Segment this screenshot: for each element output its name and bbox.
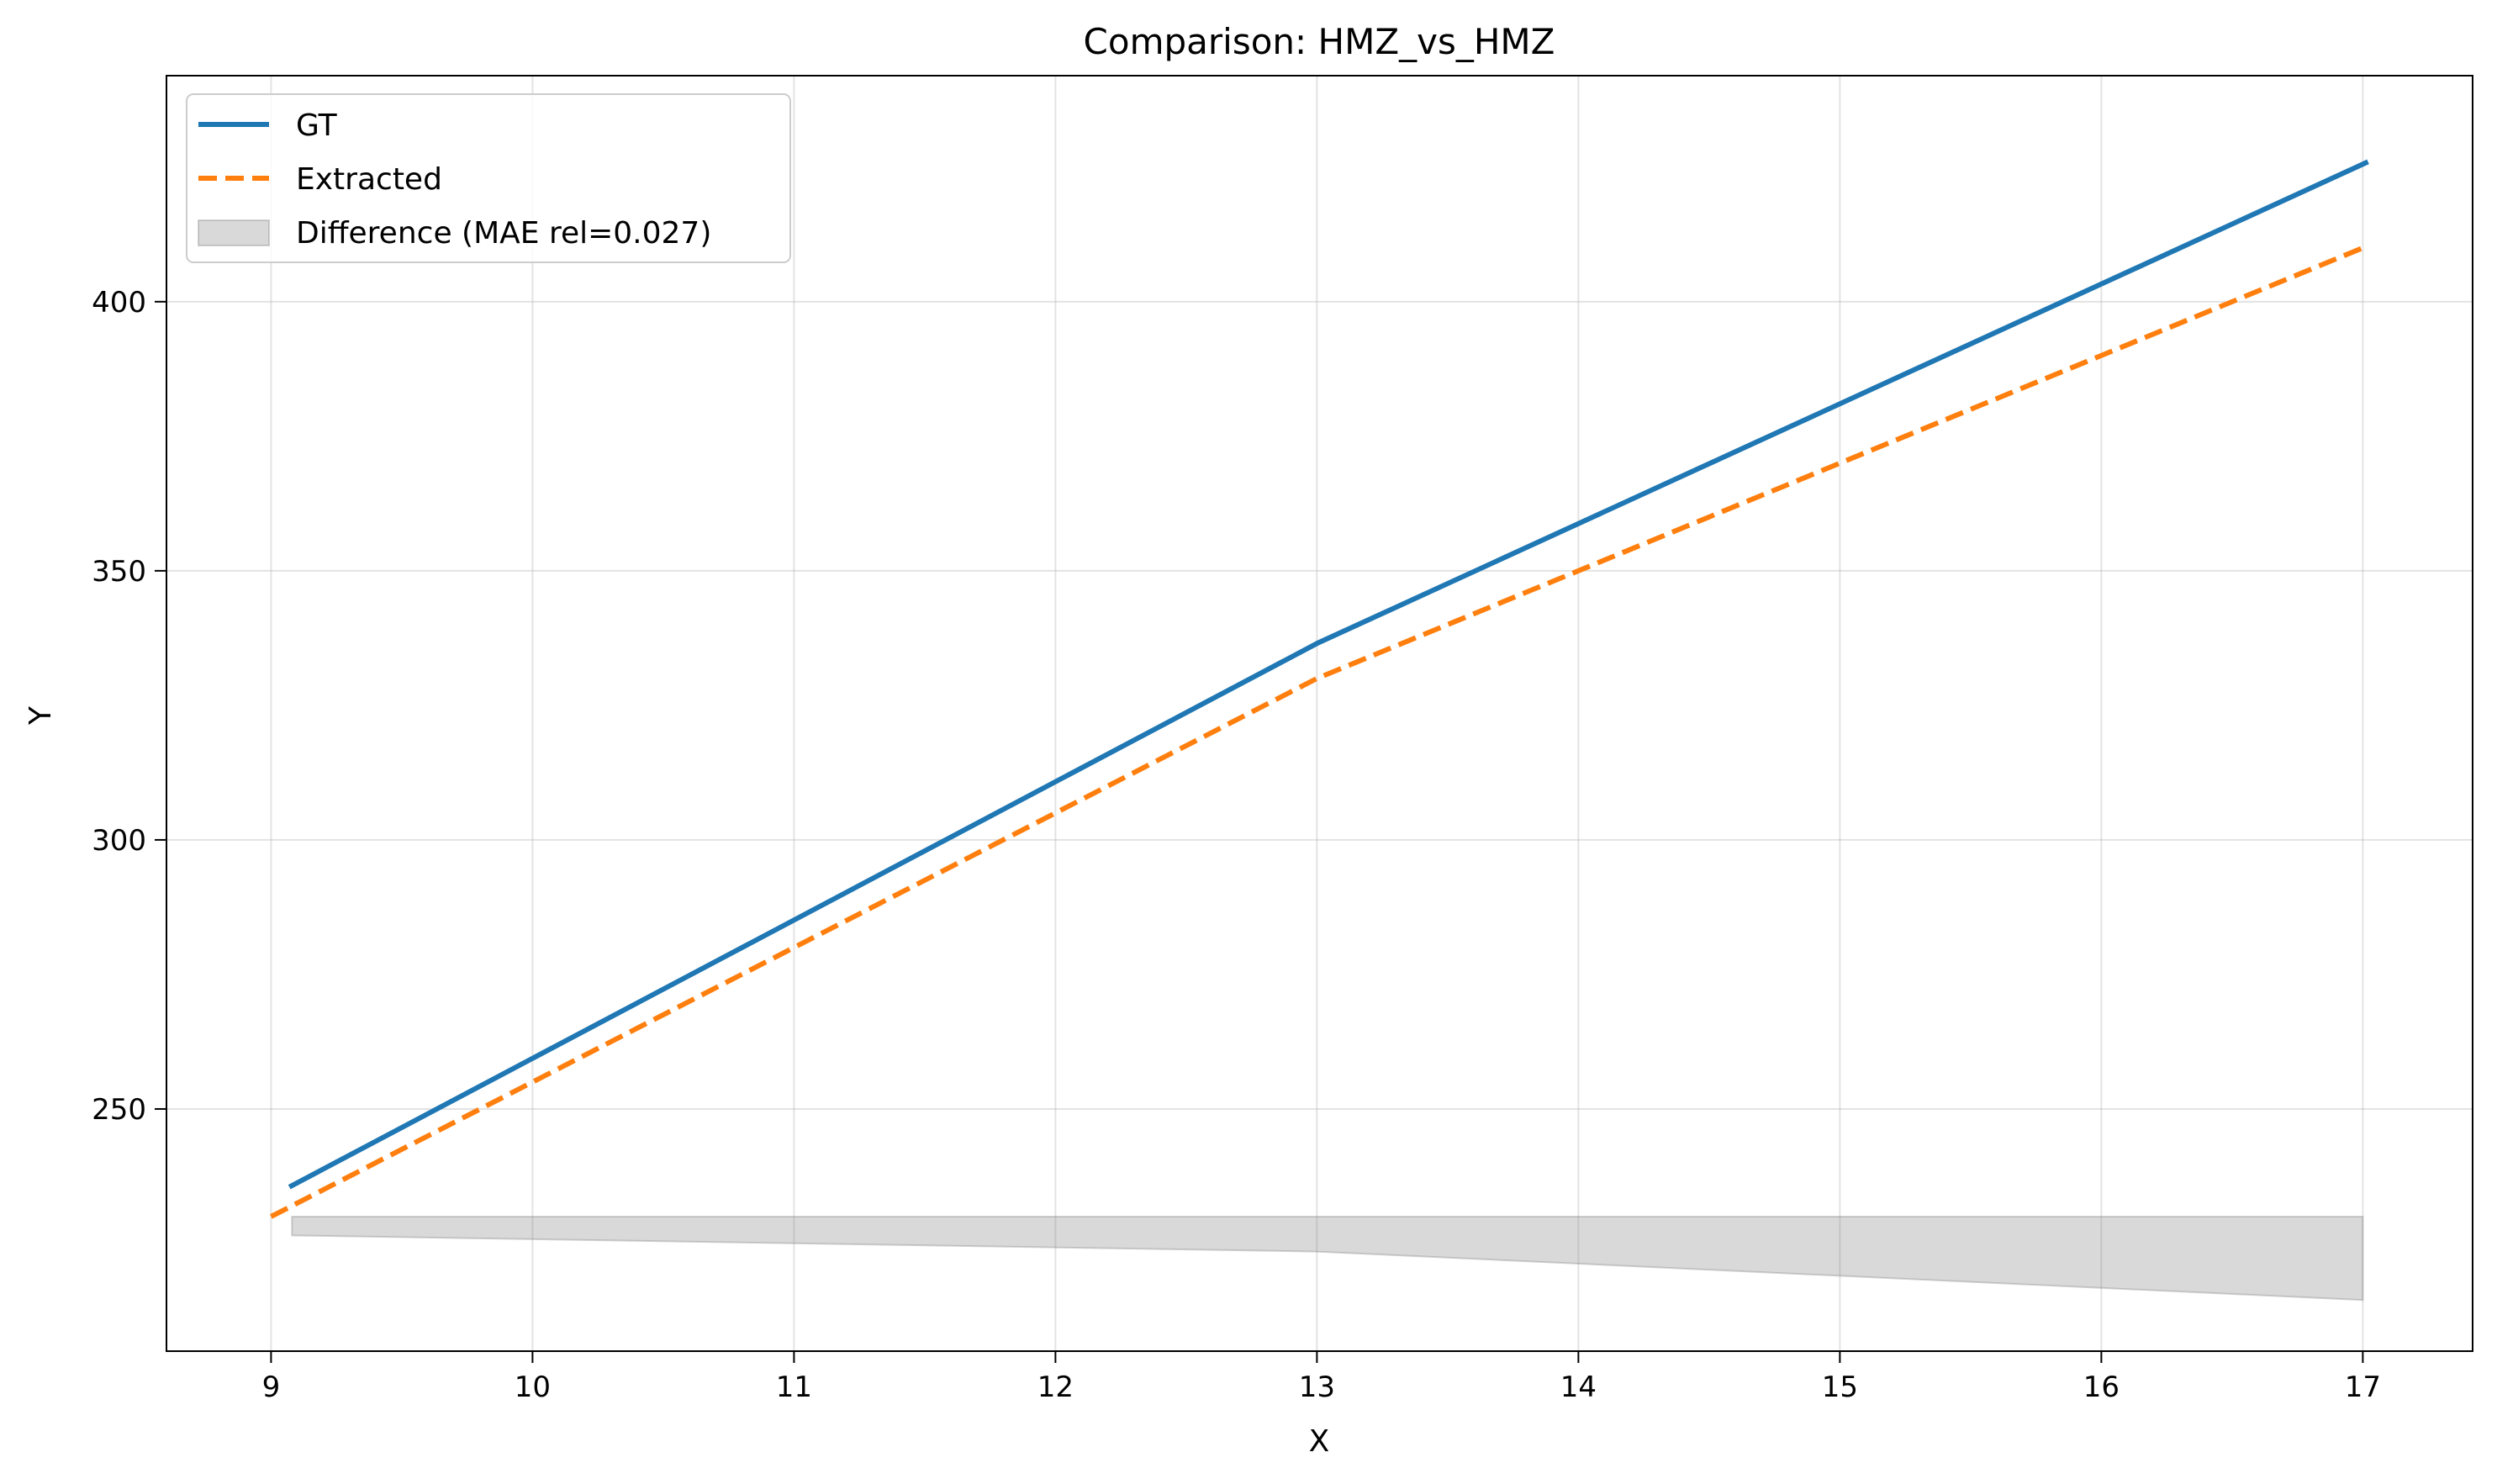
y-axis-label: Y (24, 705, 58, 726)
x-axis-label: X (1309, 1424, 1330, 1459)
x-tick-label: 11 (776, 1370, 812, 1404)
legend-entry-extracted-label: Extracted (296, 162, 442, 197)
x-tick-label: 17 (2345, 1370, 2381, 1404)
y-tick-label: 350 (92, 555, 146, 589)
legend-box (186, 93, 791, 263)
chart-title: Comparison: HMZ_vs_HMZ (1084, 21, 1555, 62)
x-tick-label: 9 (262, 1370, 281, 1404)
x-tick-label: 16 (2083, 1370, 2120, 1404)
series-lines (270, 159, 2369, 1219)
y-tick-label: 300 (92, 824, 146, 858)
legend-entry-difference-label: Difference (MAE rel=0.027) (296, 216, 711, 251)
x-tick-label: 14 (1560, 1370, 1597, 1404)
series-line-gt (288, 159, 2369, 1190)
x-tick-label: 10 (515, 1370, 551, 1404)
series-line-extracted (270, 246, 2364, 1219)
x-axis-ticks: 9 10 11 12 13 14 15 16 17 (262, 1351, 2381, 1404)
difference-band (291, 1215, 2364, 1302)
x-tick-label: 13 (1299, 1370, 1335, 1404)
plot-area-frame (166, 75, 2473, 1352)
y-axis-ticks: 250 300 350 400 (92, 286, 166, 1127)
x-tick-label: 12 (1037, 1370, 1074, 1404)
difference-band-area (291, 1215, 2364, 1302)
legend-entry-gt-label: GT (296, 108, 338, 143)
legend: GT Extracted Difference (MAE rel=0.027) (186, 93, 791, 263)
x-tick-label: 15 (1822, 1370, 1858, 1404)
legend-entry-difference-swatch (198, 219, 270, 246)
y-tick-label: 250 (92, 1093, 146, 1127)
y-tick-label: 400 (92, 286, 146, 320)
grid-lines (166, 76, 2473, 1351)
